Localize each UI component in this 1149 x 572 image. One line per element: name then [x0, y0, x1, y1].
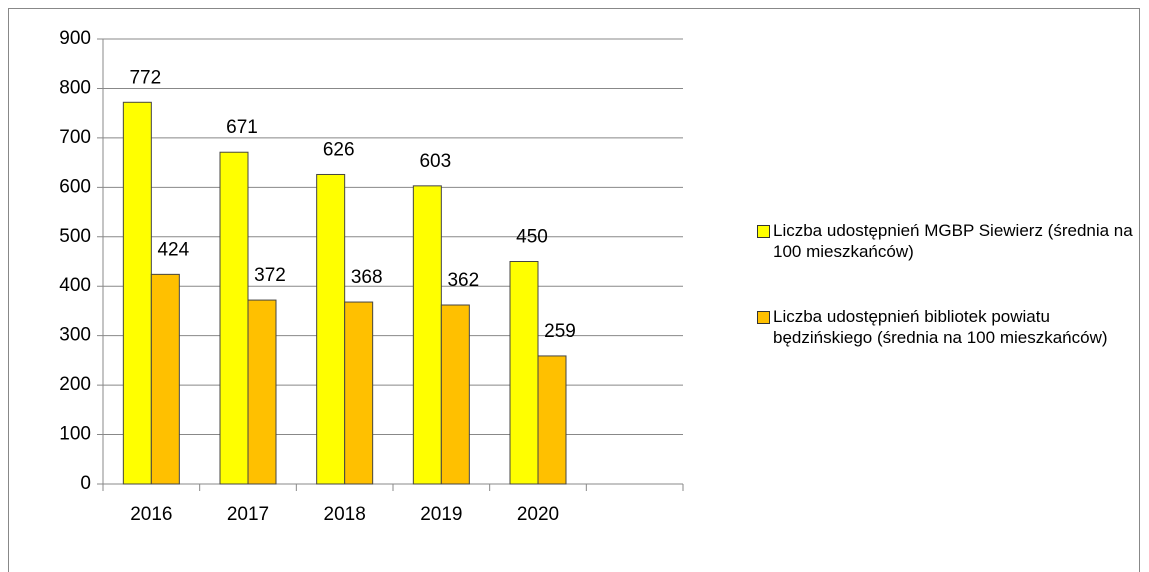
- y-tick-label: 700: [59, 127, 91, 148]
- x-tick-label: 2020: [517, 504, 559, 525]
- legend-swatch: [757, 311, 770, 324]
- y-tick-label: 100: [59, 424, 91, 445]
- y-tick-label: 900: [59, 28, 91, 49]
- legend-item: Liczba udostępnień bibliotek powiatu będ…: [757, 306, 1137, 348]
- bar: [219, 151, 249, 485]
- bar: [122, 101, 152, 485]
- data-label: 424: [157, 239, 189, 260]
- bar: [440, 304, 470, 485]
- data-label: 450: [516, 227, 548, 248]
- legend-label: Liczba udostępnień MGBP Siewierz (średni…: [773, 221, 1133, 261]
- x-tick-label: 2016: [130, 504, 172, 525]
- y-tick-label: 500: [59, 226, 91, 247]
- bar: [150, 273, 180, 485]
- data-label: 259: [544, 321, 576, 342]
- data-label: 671: [226, 117, 258, 138]
- y-tick-label: 300: [59, 325, 91, 346]
- x-tick-label: 2018: [324, 504, 366, 525]
- x-tick-label: 2019: [420, 504, 462, 525]
- data-label: 626: [323, 139, 355, 160]
- data-label: 368: [351, 267, 383, 288]
- data-label: 772: [129, 67, 161, 88]
- data-label: 372: [254, 265, 286, 286]
- y-tick-label: 600: [59, 176, 91, 197]
- legend-swatch: [757, 225, 770, 238]
- bar: [412, 185, 442, 485]
- y-tick-label: 800: [59, 77, 91, 98]
- y-tick-label: 200: [59, 374, 91, 395]
- bar: [247, 299, 277, 485]
- y-tick-label: 400: [59, 275, 91, 296]
- bar: [537, 355, 567, 485]
- bar: [316, 173, 346, 485]
- bar: [344, 301, 374, 485]
- y-tick-label: 0: [80, 473, 91, 494]
- data-label: 603: [419, 151, 451, 172]
- x-tick-label: 2017: [227, 504, 269, 525]
- bar: [509, 261, 539, 485]
- data-label: 362: [447, 270, 479, 291]
- legend-label: Liczba udostępnień bibliotek powiatu będ…: [773, 307, 1108, 347]
- chart-frame: [8, 8, 1140, 572]
- legend-item: Liczba udostępnień MGBP Siewierz (średni…: [757, 220, 1137, 262]
